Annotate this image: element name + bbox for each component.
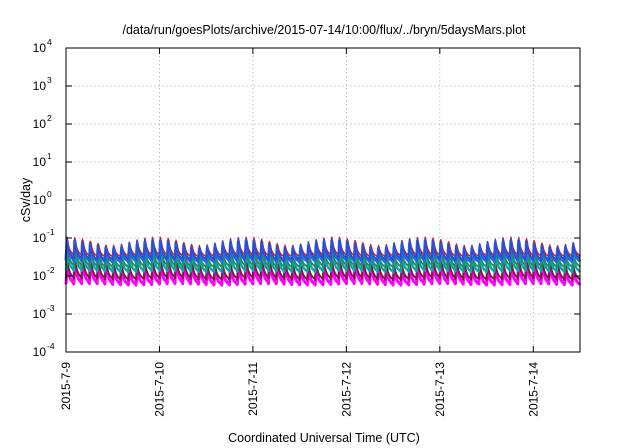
y-tick-exponent: 1 xyxy=(47,151,52,161)
x-tick-label: 2015-7-10 xyxy=(152,362,166,417)
x-axis-ticks: 2015-7-9 2015-7-10 2015-7-11 2015-7-12 2015-… xyxy=(59,48,540,417)
series-line xyxy=(64,259,582,287)
grid-lines xyxy=(66,48,580,352)
series-line xyxy=(65,255,581,281)
series-line xyxy=(65,238,581,262)
y-tick-label: 10 xyxy=(33,79,47,93)
x-tick-label: 2015-7-9 xyxy=(59,362,73,410)
x-axis-label: Coordinated Universal Time (UTC) xyxy=(228,431,420,445)
y-tick-exponent: -4 xyxy=(47,341,55,351)
y-tick-exponent: -2 xyxy=(47,265,55,275)
y-tick-exponent: -1 xyxy=(47,227,55,237)
y-tick-exponent: 0 xyxy=(47,189,52,199)
data-series xyxy=(64,236,582,287)
y-axis-label: cSv/day xyxy=(19,177,33,222)
y-tick-label: 10 xyxy=(33,345,47,359)
series-line xyxy=(64,239,582,264)
y-tick-exponent: 4 xyxy=(47,37,52,47)
y-tick-exponent: 2 xyxy=(47,113,52,123)
y-tick-label: 10 xyxy=(33,307,47,321)
chart-title: /data/run/goesPlots/archive/2015-07-14/1… xyxy=(122,23,526,37)
x-tick-label: 2015-7-13 xyxy=(433,362,447,417)
x-tick-label: 2015-7-12 xyxy=(339,362,353,417)
y-tick-exponent: 3 xyxy=(47,75,52,85)
series-line xyxy=(64,247,582,274)
series-line xyxy=(65,245,581,269)
y-tick-label: 10 xyxy=(33,193,47,207)
y-tick-exponent: -3 xyxy=(47,303,55,313)
x-tick-label: 2015-7-11 xyxy=(246,362,260,416)
y-tick-label: 10 xyxy=(33,269,47,283)
y-tick-label: 10 xyxy=(33,155,47,169)
y-tick-label: 10 xyxy=(33,41,47,55)
y-tick-label: 10 xyxy=(33,231,47,245)
x-tick-label: 2015-7-14 xyxy=(526,362,540,417)
y-tick-label: 10 xyxy=(33,117,47,131)
